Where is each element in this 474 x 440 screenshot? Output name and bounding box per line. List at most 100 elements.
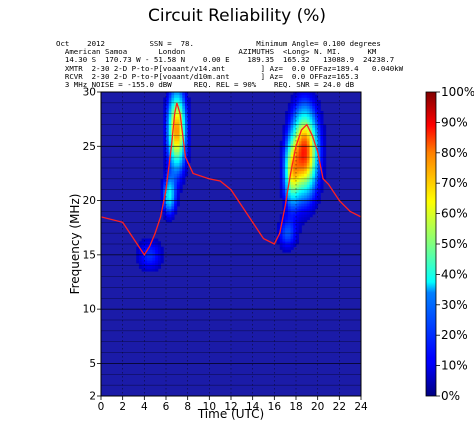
heatmap-cell <box>304 102 308 106</box>
heatmap-cell <box>171 189 175 193</box>
heatmap-cell <box>166 159 170 163</box>
heatmap-cell <box>157 265 161 269</box>
heatmap-cell <box>166 203 170 207</box>
heatmap-cell <box>317 116 321 120</box>
heatmap-cell <box>155 263 159 267</box>
heatmap-cell <box>187 132 191 136</box>
heatmap-cell <box>304 135 308 139</box>
heatmap-cell <box>317 170 321 174</box>
heatmap-cell <box>136 246 140 250</box>
heatmap-cell <box>160 178 164 182</box>
heatmap-cell <box>174 197 178 201</box>
heatmap-cell <box>182 176 186 180</box>
heatmap-cell <box>290 159 294 163</box>
heatmap-cell <box>314 187 319 191</box>
heatmap-cell <box>306 130 310 134</box>
heatmap-cell <box>312 116 316 120</box>
heatmap-cell <box>317 127 321 131</box>
heatmap-cell <box>320 124 324 128</box>
heatmap-cell <box>187 130 191 134</box>
heatmap-cell <box>282 168 286 172</box>
heatmap-cell <box>282 132 286 136</box>
heatmap-cell <box>179 130 183 134</box>
heatmap-cell <box>309 135 313 139</box>
heatmap-cell <box>314 195 319 199</box>
heatmap-cell <box>314 132 319 136</box>
heatmap-cell <box>176 176 180 180</box>
heatmap-cell <box>174 121 178 125</box>
heatmap-cell <box>163 119 167 123</box>
heatmap-cell <box>296 184 300 188</box>
heatmap-cell <box>168 195 172 199</box>
heatmap-cell <box>157 249 161 253</box>
heatmap-cell <box>298 230 302 234</box>
heatmap-cell <box>306 168 310 172</box>
heatmap-cell <box>166 140 170 144</box>
heatmap-cell <box>309 197 313 201</box>
heatmap-cell <box>285 111 289 115</box>
heatmap-cell <box>293 113 297 117</box>
heatmap-cell <box>163 157 167 161</box>
heatmap-cell <box>144 238 148 242</box>
heatmap-cell <box>287 225 291 229</box>
heatmap-cell <box>174 168 178 172</box>
heatmap-cell <box>160 187 164 191</box>
heatmap-cell <box>279 244 283 248</box>
heatmap-cell <box>309 127 313 131</box>
heatmap-cell <box>160 195 164 199</box>
heatmap-cell <box>304 140 308 144</box>
heatmap-cell <box>163 154 167 158</box>
heatmap-cell <box>285 230 289 234</box>
heatmap-cell <box>184 94 189 98</box>
heatmap-cell <box>290 206 294 210</box>
heatmap-cell <box>304 105 308 109</box>
heatmap-cell <box>312 200 316 204</box>
colorbar-ticks: 0% 10% 20% 30% 40% 50% 60% 70% 80% 90% 100% <box>436 85 474 403</box>
heatmap-cell <box>155 257 159 261</box>
heatmap-cell <box>320 151 324 155</box>
heatmap-cell <box>187 140 191 144</box>
heatmap-cell <box>309 138 313 142</box>
heatmap-cell <box>285 184 289 188</box>
heatmap-cell <box>184 140 189 144</box>
heatmap-cell <box>285 154 289 158</box>
heatmap-cell <box>296 211 300 215</box>
heatmap-cell <box>296 124 300 128</box>
heatmap-cell <box>141 241 145 245</box>
heatmap-cell <box>301 176 305 180</box>
heatmap-cell <box>306 181 310 185</box>
heatmap-cell <box>317 132 321 136</box>
heatmap-cell <box>171 100 175 104</box>
heatmap-cell <box>174 138 178 142</box>
heatmap-cell <box>298 184 302 188</box>
heatmap-cell <box>282 187 286 191</box>
heatmap-cell <box>296 151 300 155</box>
heatmap-cell <box>174 192 178 196</box>
heatmap-cell <box>312 151 316 155</box>
heatmap-cell <box>293 206 297 210</box>
heatmap-cell <box>160 203 164 207</box>
heatmap-cell <box>149 265 153 269</box>
heatmap-cell <box>174 159 178 163</box>
heatmap-cell <box>320 162 324 166</box>
heatmap-cell <box>317 195 321 199</box>
heatmap-cell <box>298 135 302 139</box>
heatmap-cell <box>304 100 308 104</box>
heatmap-cell <box>174 181 178 185</box>
heatmap-cell <box>314 124 319 128</box>
heatmap-cell <box>171 165 175 169</box>
heatmap-cell <box>285 233 289 237</box>
heatmap-cell <box>149 254 153 258</box>
heatmap-cell <box>168 135 172 139</box>
heatmap-cell <box>168 189 172 193</box>
heatmap-cell <box>171 143 175 147</box>
heatmap-cell <box>312 97 316 101</box>
heatmap-cell <box>179 170 183 174</box>
heatmap-cell <box>296 154 300 158</box>
heatmap-cell <box>176 181 180 185</box>
y-tick-label: 2 <box>89 391 96 403</box>
heatmap-cell <box>320 157 324 161</box>
heatmap-cell <box>306 108 310 112</box>
heatmap-cell <box>168 130 172 134</box>
heatmap-cell <box>279 241 283 245</box>
